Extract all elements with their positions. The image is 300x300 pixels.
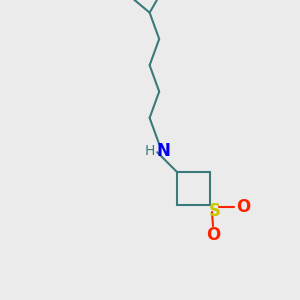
Text: O: O xyxy=(206,226,220,244)
Text: S: S xyxy=(209,202,221,220)
Text: N: N xyxy=(156,142,170,160)
Text: O: O xyxy=(236,198,250,216)
Text: H: H xyxy=(145,144,155,158)
